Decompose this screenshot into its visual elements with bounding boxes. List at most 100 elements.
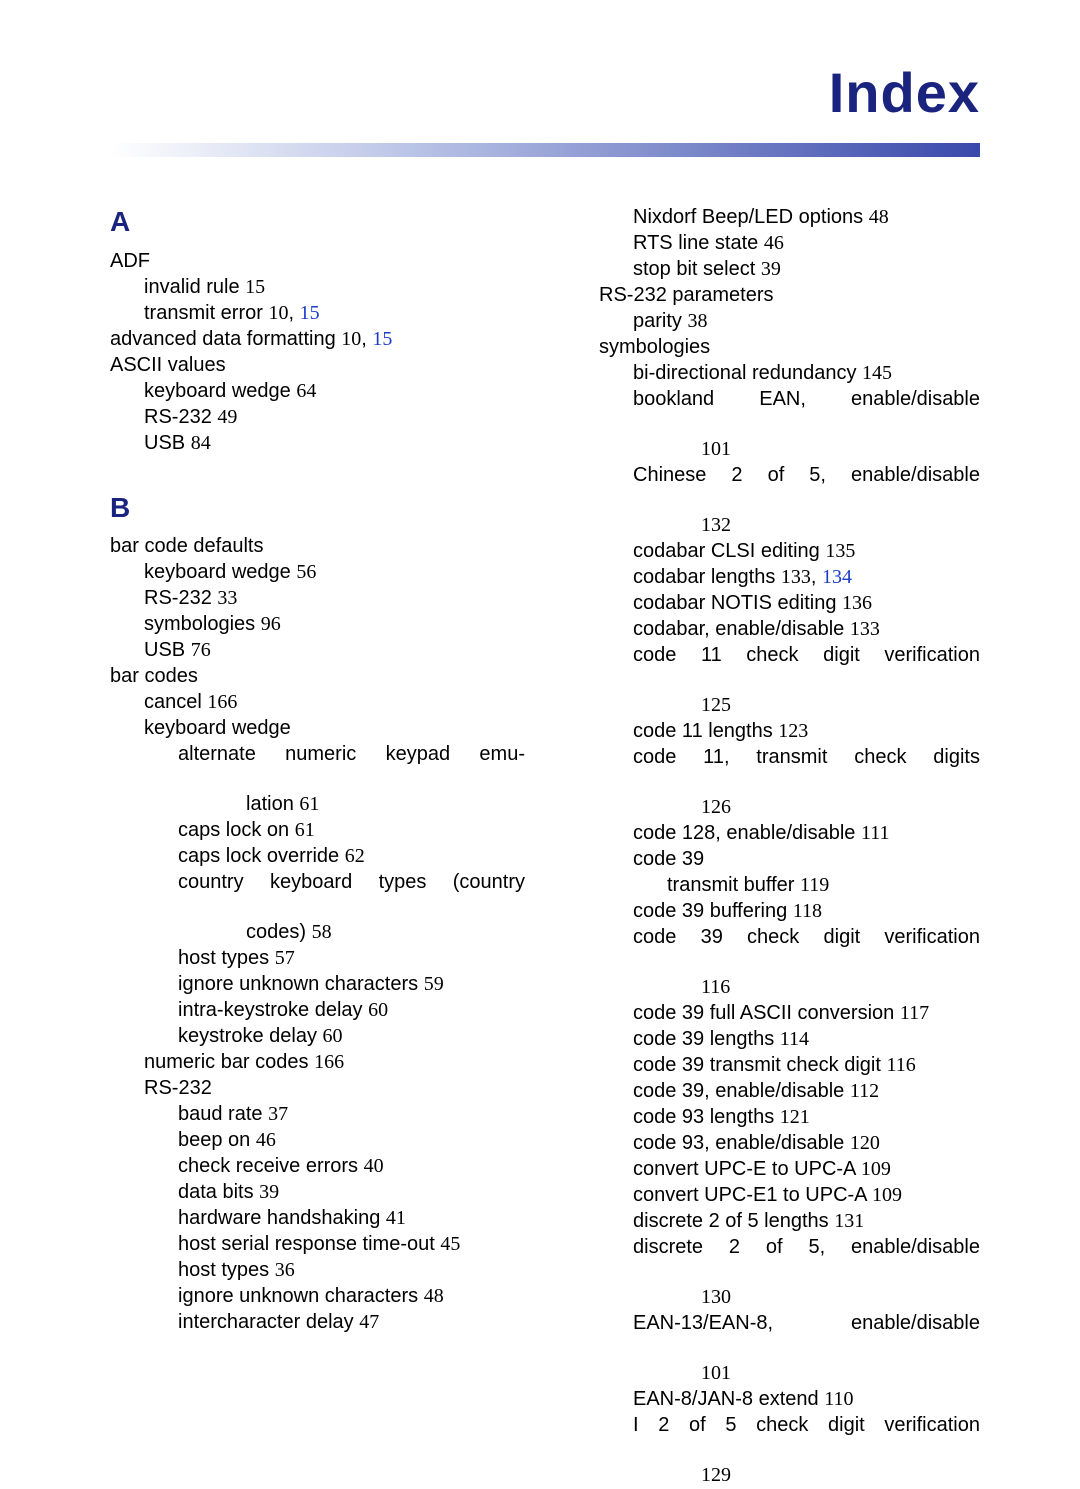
page-number: 101 bbox=[701, 438, 731, 460]
index-text: code 39 bbox=[633, 848, 704, 870]
page-number: 47 bbox=[359, 1311, 379, 1333]
index-entry: RS-232 bbox=[110, 1076, 525, 1100]
index-entry: ignore unknown characters 59 bbox=[110, 972, 525, 996]
index-text: invalid rule bbox=[144, 276, 245, 298]
index-entry: code 93 lengths 121 bbox=[565, 1105, 980, 1129]
page-number: 37 bbox=[268, 1103, 288, 1125]
index-entry: beep on 46 bbox=[110, 1128, 525, 1152]
index-text: advanced data formatting bbox=[110, 328, 341, 350]
index-text: symbologies bbox=[599, 336, 710, 358]
page-number: 46 bbox=[764, 232, 784, 254]
index-entry: code 39 bbox=[565, 847, 980, 871]
index-entry: code 39 transmit check digit 116 bbox=[565, 1053, 980, 1077]
index-entry: advanced data formatting 10, 15 bbox=[110, 327, 525, 351]
page-number: 41 bbox=[386, 1207, 406, 1229]
page-number-link[interactable]: 15 bbox=[300, 302, 320, 324]
page-number: 33 bbox=[217, 587, 237, 609]
index-entry: convert UPC-E to UPC-A 109 bbox=[565, 1157, 980, 1181]
index-entry: host types 57 bbox=[110, 946, 525, 970]
index-entry: numeric bar codes 166 bbox=[110, 1050, 525, 1074]
page-number: 114 bbox=[780, 1028, 809, 1050]
index-entry: 126 bbox=[565, 795, 980, 819]
index-text: code 39 check digit verification bbox=[633, 926, 980, 948]
index-text: bi-directional redundancy bbox=[633, 362, 862, 384]
index-text: EAN-13/EAN-8, enable/disable bbox=[633, 1312, 980, 1334]
right-column: Nixdorf Beep/LED options 48RTS line stat… bbox=[565, 205, 980, 1489]
index-text: code 93, enable/disable bbox=[633, 1132, 850, 1154]
index-text: stop bit select bbox=[633, 258, 761, 280]
page-number: 133 bbox=[781, 566, 811, 588]
index-entry: hardware handshaking 41 bbox=[110, 1206, 525, 1230]
page-number: 120 bbox=[850, 1132, 880, 1154]
index-text: code 11, transmit check digits bbox=[633, 746, 980, 768]
index-entry: keystroke delay 60 bbox=[110, 1024, 525, 1048]
index-entry: baud rate 37 bbox=[110, 1102, 525, 1126]
page-number: 62 bbox=[345, 845, 365, 867]
index-entry: EAN-8/JAN-8 extend 110 bbox=[565, 1387, 980, 1411]
index-entry: bar code defaults bbox=[110, 534, 525, 558]
index-text: RS-232 bbox=[144, 406, 217, 428]
page-number: 49 bbox=[217, 406, 237, 428]
index-entry: code 39 full ASCII conversion 117 bbox=[565, 1001, 980, 1025]
index-entry: stop bit select 39 bbox=[565, 257, 980, 281]
index-text: intercharacter delay bbox=[178, 1311, 359, 1333]
page-number: 131 bbox=[834, 1210, 864, 1232]
index-text: codabar CLSI editing bbox=[633, 540, 825, 562]
index-entry: lation 61 bbox=[110, 792, 525, 816]
index-text: codabar NOTIS editing bbox=[633, 592, 842, 614]
index-text: code 128, enable/disable bbox=[633, 822, 861, 844]
index-text: convert UPC-E to UPC-A bbox=[633, 1158, 861, 1180]
page-number: 166 bbox=[207, 691, 237, 713]
index-entry: parity 38 bbox=[565, 309, 980, 333]
index-entry: bi-directional redundancy 145 bbox=[565, 361, 980, 385]
index-entry: cancel 166 bbox=[110, 690, 525, 714]
index-entry: ASCII values bbox=[110, 353, 525, 377]
index-text: code 11 check digit verification bbox=[633, 644, 980, 666]
page-number: 59 bbox=[424, 973, 444, 995]
index-entry: transmit buffer 119 bbox=[565, 873, 980, 897]
page-number: 123 bbox=[778, 720, 808, 742]
index-text: EAN-8/JAN-8 extend bbox=[633, 1388, 824, 1410]
index-page: Index AADFinvalid rule 15transmit error … bbox=[0, 0, 1080, 1397]
index-text: transmit error bbox=[144, 302, 268, 324]
index-text: I 2 of 5 check digit verification bbox=[633, 1414, 980, 1436]
index-entry: keyboard wedge 64 bbox=[110, 379, 525, 403]
page-number: 61 bbox=[299, 793, 319, 815]
page-number: 60 bbox=[368, 999, 388, 1021]
page-number-link[interactable]: 134 bbox=[822, 566, 852, 588]
index-entry: bar codes bbox=[110, 664, 525, 688]
page-number: 46 bbox=[256, 1129, 276, 1151]
index-entry: code 11, transmit check digits bbox=[565, 745, 980, 793]
page-number: 145 bbox=[862, 362, 892, 384]
index-text: RS-232 parameters bbox=[599, 284, 774, 306]
page-number-link[interactable]: 15 bbox=[372, 328, 392, 350]
index-text: beep on bbox=[178, 1129, 256, 1151]
index-entry: EAN-13/EAN-8, enable/disable bbox=[565, 1311, 980, 1359]
index-entry: code 39 check digit verification bbox=[565, 925, 980, 973]
index-text: keyboard wedge bbox=[144, 717, 291, 739]
index-text: host serial response time-out bbox=[178, 1233, 440, 1255]
index-entry: discrete 2 of 5 lengths 131 bbox=[565, 1209, 980, 1233]
page-number: 76 bbox=[191, 639, 211, 661]
index-entry: country keyboard types (country bbox=[110, 870, 525, 918]
index-entry: caps lock on 61 bbox=[110, 818, 525, 842]
page-number: 39 bbox=[761, 258, 781, 280]
page-number: 64 bbox=[296, 380, 316, 402]
index-entry: keyboard wedge 56 bbox=[110, 560, 525, 584]
index-entry: codabar CLSI editing 135 bbox=[565, 539, 980, 563]
left-column: AADFinvalid rule 15transmit error 10, 15… bbox=[110, 205, 525, 1489]
index-entry: symbologies 96 bbox=[110, 612, 525, 636]
index-entry: invalid rule 15 bbox=[110, 275, 525, 299]
page-number: 48 bbox=[424, 1285, 444, 1307]
index-entry: I 2 of 5 check digit verification bbox=[565, 1413, 980, 1461]
index-entry: 101 bbox=[565, 437, 980, 461]
index-entry: codabar NOTIS editing 136 bbox=[565, 591, 980, 615]
index-entry: RS-232 49 bbox=[110, 405, 525, 429]
index-entry: transmit error 10, 15 bbox=[110, 301, 525, 325]
index-entry: convert UPC-E1 to UPC-A 109 bbox=[565, 1183, 980, 1207]
index-text: caps lock on bbox=[178, 819, 295, 841]
index-entry: 132 bbox=[565, 513, 980, 537]
index-text: code 39 full ASCII conversion bbox=[633, 1002, 900, 1024]
page-number: 58 bbox=[312, 921, 332, 943]
page-number: 45 bbox=[440, 1233, 460, 1255]
